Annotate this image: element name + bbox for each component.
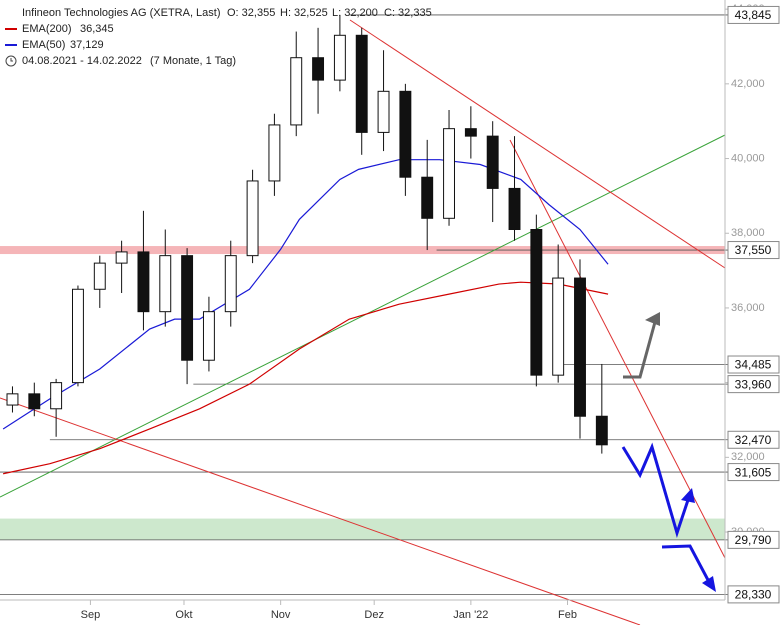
legend-value: 37,129: [70, 39, 104, 51]
level-box: [727, 585, 780, 604]
candle-body: [486, 135, 499, 189]
arrow: [621, 442, 690, 539]
level-label: 28,330: [735, 588, 772, 602]
candle-body: [28, 393, 41, 410]
candle-body: [159, 255, 172, 313]
candle-body: [377, 90, 390, 133]
candle-body: [115, 251, 128, 264]
candle-body: [595, 415, 608, 446]
ohlc: O: 32,355: [227, 7, 275, 19]
level-label: 33,960: [735, 377, 772, 391]
y-tick-label: 38,000: [731, 227, 765, 239]
candle-body: [246, 180, 259, 257]
candle-body: [421, 176, 434, 219]
level-label: 34,485: [735, 358, 772, 372]
candle-body: [508, 187, 521, 231]
x-tick-label: Jan '22: [453, 609, 488, 621]
level-box: [727, 375, 780, 394]
x-tick-label: Feb: [558, 609, 577, 621]
level-box: [727, 241, 780, 260]
level-box: [727, 355, 780, 374]
legend-label: EMA(200): [22, 23, 72, 35]
level-box: [727, 430, 780, 449]
candle-body: [355, 34, 368, 133]
candle-body: [530, 229, 543, 376]
candle-body: [333, 34, 346, 81]
y-tick-label: 32,000: [731, 451, 765, 463]
legend-label: EMA(50): [22, 39, 65, 51]
y-tick-label: 36,000: [731, 302, 765, 314]
ohlc: H: 32,525: [280, 7, 328, 19]
clock-icon: [10, 58, 13, 62]
x-tick-label: Okt: [175, 609, 192, 621]
level-box: [727, 5, 780, 24]
candle-body: [464, 128, 477, 137]
support-zone: [0, 518, 725, 540]
level-box: [727, 530, 780, 549]
y-tick-label: 40,000: [731, 152, 765, 164]
level-label: 32,470: [735, 433, 772, 447]
candle-body: [312, 57, 325, 81]
level-label: 37,550: [735, 243, 772, 257]
ema-line: [2, 159, 609, 430]
trend-line: [0, 397, 641, 625]
arrow-head: [681, 488, 695, 503]
candle-body: [137, 251, 150, 313]
candle-body: [552, 277, 565, 376]
header: Infineon Technologies AG (XETRA, Last) O…: [5, 7, 432, 67]
level-label: 29,790: [735, 533, 772, 547]
title: Infineon Technologies AG (XETRA, Last): [22, 7, 221, 19]
x-tick-label: Nov: [271, 609, 291, 621]
candle-body: [574, 277, 586, 417]
candle-body: [93, 262, 106, 290]
candle-body: [290, 57, 303, 126]
arrow: [661, 544, 710, 581]
candle-body: [202, 311, 215, 361]
candle-body: [50, 382, 63, 410]
ohlc: C: 32,335: [384, 7, 432, 19]
x-tick-label: Sep: [81, 609, 101, 621]
clock-icon: [5, 55, 17, 67]
ema-line: [2, 281, 609, 475]
legend-value: 36,345: [80, 23, 114, 35]
period: 04.08.2021 - 14.02.2022: [22, 55, 142, 67]
candle-body: [268, 124, 281, 182]
y-tick-label: 42,000: [731, 78, 765, 90]
level-box: [727, 463, 780, 482]
arrow-head: [645, 312, 660, 326]
candle-body: [443, 128, 455, 219]
candle-body: [72, 288, 84, 384]
candle-body: [399, 90, 412, 178]
trend-line: [349, 19, 726, 269]
level-label: 31,605: [735, 465, 772, 479]
trend-line: [509, 139, 726, 559]
period-note: (7 Monate, 1 Tag): [150, 55, 236, 67]
candle-body: [224, 255, 237, 313]
x-tick-label: Dez: [364, 609, 384, 621]
ohlc: L: 32,200: [332, 7, 378, 19]
level-label: 43,845: [735, 8, 772, 22]
arrow: [623, 321, 657, 379]
resistance-band: [0, 246, 725, 255]
arrow-head: [702, 576, 716, 592]
trend-line: [0, 134, 726, 498]
candle-body: [181, 255, 194, 361]
candle-body: [6, 393, 19, 406]
